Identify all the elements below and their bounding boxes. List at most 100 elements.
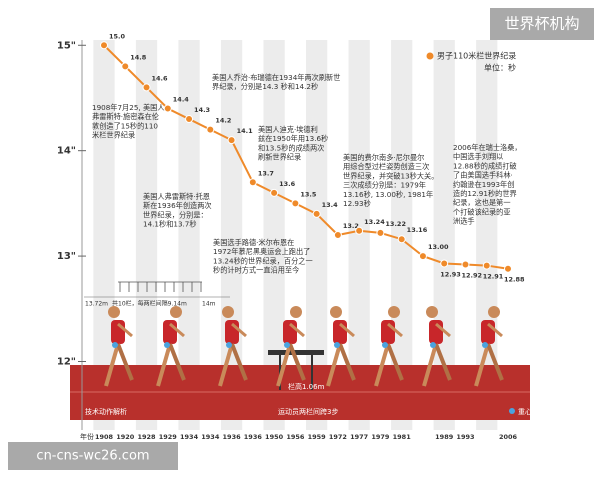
runner-leg — [288, 343, 306, 381]
x-tick-label: 1920 — [116, 433, 135, 441]
background-band — [178, 40, 200, 430]
data-label: 13.00 — [428, 243, 449, 251]
annotation: 和13.5秒的成绩两次 — [258, 143, 324, 152]
annotation: 约翰逊在1993年创 — [453, 180, 514, 189]
annotation: 了由美国选手科林· — [453, 171, 513, 180]
data-label: 13.16 — [407, 226, 428, 234]
annotation: 13.16秒, 13.00秒, 1981年 — [343, 190, 433, 199]
runner-leg — [276, 343, 292, 387]
runner-arm — [487, 322, 503, 338]
x-tick-label: 1959 — [308, 433, 327, 441]
data-label: 12.88 — [504, 276, 525, 284]
data-label: 13.24 — [364, 218, 385, 226]
x-tick-label: 1934 — [180, 433, 199, 441]
legend-marker — [426, 52, 434, 60]
runner-body — [381, 320, 395, 344]
runner-arm — [169, 322, 185, 338]
data-point — [461, 260, 470, 269]
runner-head — [290, 306, 302, 318]
legend-marker — [509, 408, 515, 414]
track-label: 运动员两栏间跨3步 — [278, 407, 338, 416]
data-point — [163, 104, 172, 113]
annotation: 1972年慕尼黑奥运会上跑出了 — [213, 247, 310, 256]
data-point — [248, 178, 257, 187]
annotation: 界纪录，分别是14.3 秒和14.2秒 — [212, 82, 318, 91]
x-tick-label: 1908 — [95, 433, 114, 441]
runner-arm — [289, 322, 305, 338]
runner-body — [283, 320, 297, 344]
annotation: 14.1秒和13.7秒 — [143, 220, 197, 229]
runner-leg — [386, 343, 404, 381]
data-point — [185, 115, 194, 124]
center-of-mass — [112, 342, 118, 348]
background-band — [135, 40, 158, 430]
annotation: 弗雷斯特·施密森在伦 — [92, 112, 159, 121]
data-label: 12.91 — [483, 273, 504, 281]
data-label: 14.1 — [237, 127, 254, 135]
watermark: cn-cns-wc26.com — [36, 449, 149, 464]
runner-leg — [168, 343, 186, 381]
data-label: 14.8 — [130, 53, 147, 61]
track-label: 技术动作解析 — [85, 407, 127, 416]
data-point — [376, 228, 385, 237]
data-label: 13.2 — [343, 222, 359, 230]
annotation: 世界纪录，分别是： — [143, 210, 208, 219]
center-of-mass — [482, 342, 488, 348]
data-point — [291, 199, 300, 208]
annotation: 美国人乔治·布瑞德在1934年两次刷新世 — [212, 73, 340, 82]
watermark: 世界杯机构 — [504, 15, 579, 33]
runner-leg — [218, 343, 234, 387]
x-tick-label: 1950 — [265, 433, 284, 441]
track-label: 重心 — [518, 408, 532, 416]
x-tick-label: 2006 — [499, 433, 518, 441]
runner-leg — [156, 343, 172, 387]
x-tick-label: 1956 — [286, 433, 305, 441]
runner-head — [222, 306, 234, 318]
data-point — [142, 83, 151, 92]
runner-leg — [326, 343, 342, 387]
runner-body — [225, 320, 239, 344]
watermark-box — [490, 8, 594, 40]
annotation: 美国的费尔南多·尼尔曼尔 — [343, 153, 424, 162]
data-label: 14.2 — [215, 117, 231, 125]
background-band — [348, 40, 370, 430]
runner-leg — [338, 343, 356, 381]
watermark-box — [8, 442, 178, 470]
center-of-mass — [284, 342, 290, 348]
y-tick-label: 14" — [57, 146, 76, 157]
annotation: 敦创造了15秒的110 — [92, 121, 158, 130]
runner-leg — [486, 343, 504, 381]
data-point — [100, 41, 108, 50]
runner-head — [426, 306, 438, 318]
runner-leg — [230, 343, 248, 381]
annotation: 斯在1936年创造两次 — [143, 201, 212, 210]
y-tick-label: 13" — [57, 251, 76, 262]
data-label: 12.93 — [440, 270, 461, 278]
annotation: 美国选手路德·米尔布恩在 — [213, 238, 294, 247]
background-band — [93, 40, 115, 430]
annotation: 1908年7月25, 美国人 — [92, 103, 165, 112]
runner-body — [333, 320, 347, 344]
x-tick-label: 1972 — [329, 433, 347, 441]
runner-leg — [434, 343, 452, 381]
runner-body — [429, 320, 443, 344]
x-axis-label: 年份 — [80, 432, 94, 441]
runner-body — [481, 320, 495, 344]
center-of-mass — [226, 342, 232, 348]
runner-arm — [435, 322, 451, 338]
runner-leg — [422, 343, 438, 387]
runner-head — [170, 306, 182, 318]
runners — [84, 281, 504, 390]
x-tick-label: 1993 — [456, 433, 474, 441]
runner-leg — [474, 343, 490, 387]
annotation: 纪录，这也是第一 — [453, 198, 511, 207]
runner-head — [330, 306, 342, 318]
x-tick-label: 1934 — [201, 433, 220, 441]
annotation: 用综合型过栏姿势创造三次 — [343, 162, 429, 171]
data-label: 14.3 — [194, 106, 210, 114]
runner-arm — [117, 322, 133, 338]
annotation: 世界纪录，并突破13秒大关。 — [343, 171, 438, 180]
runner-leg — [104, 343, 120, 387]
center-of-mass — [334, 342, 340, 348]
